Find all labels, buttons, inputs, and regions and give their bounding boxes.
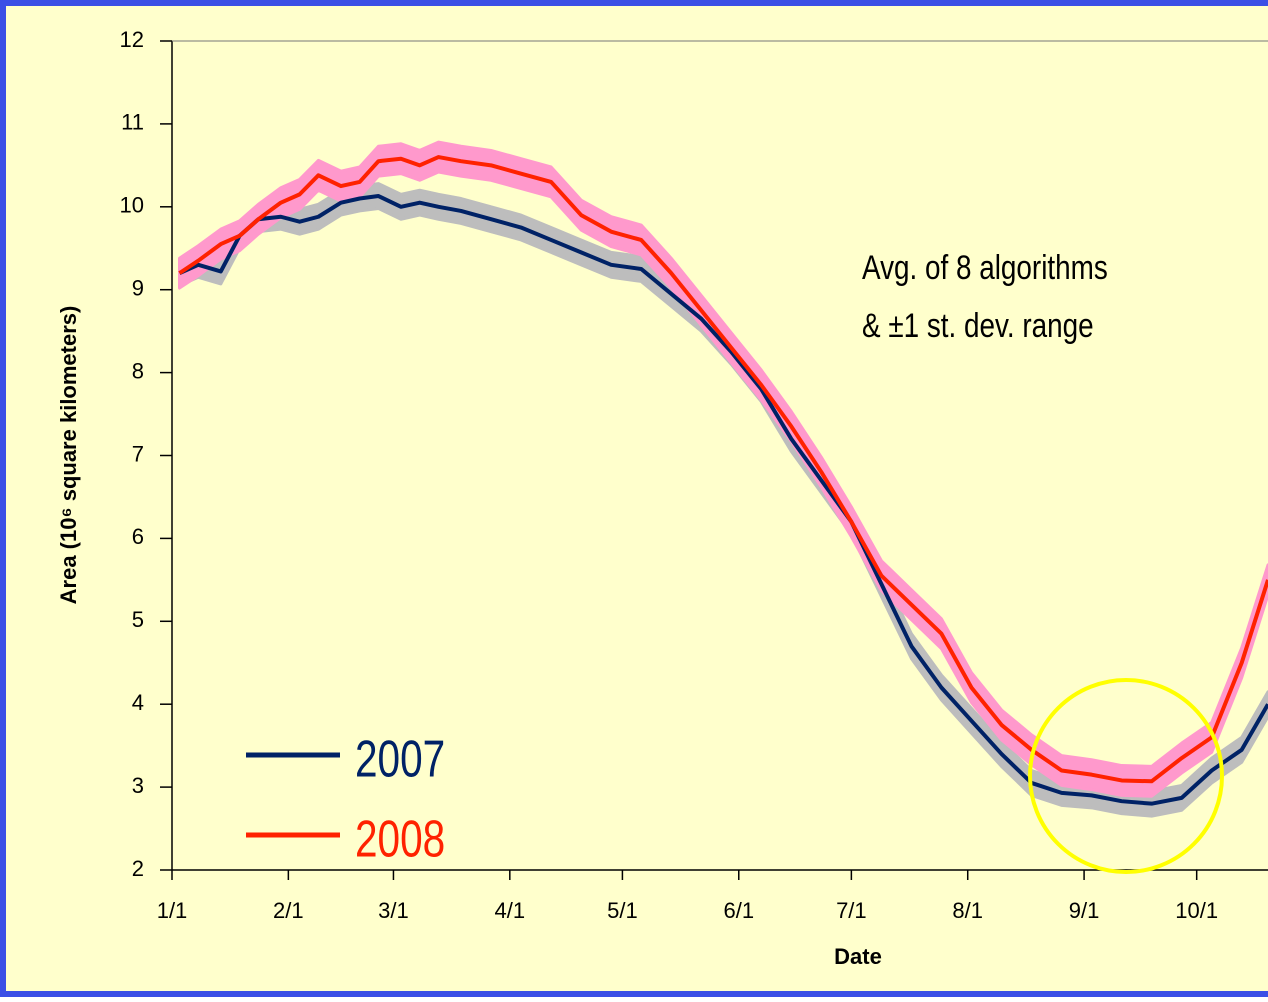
y-tick-label: 2 xyxy=(132,856,144,881)
x-tick-label: 9/1 xyxy=(1069,898,1100,923)
std-dev-band xyxy=(178,140,1268,798)
x-tick-label: 10/1 xyxy=(1175,898,1218,923)
x-tick-label: 5/1 xyxy=(607,898,638,923)
x-tick-label: 8/1 xyxy=(952,898,983,923)
y-tick-label: 7 xyxy=(132,441,144,466)
y-tick-label: 12 xyxy=(120,27,144,52)
y-tick-label: 6 xyxy=(132,524,144,549)
y-axis-label: Area (10⁶ square kilometers) xyxy=(56,306,81,605)
highlight-circle xyxy=(1028,678,1224,874)
x-tick-label: 3/1 xyxy=(378,898,409,923)
legend-label: 2008 xyxy=(355,810,445,868)
x-tick-label: 1/1 xyxy=(157,898,188,923)
x-tick-label: 6/1 xyxy=(723,898,754,923)
y-tick-label: 10 xyxy=(120,193,144,218)
y-tick-label: 8 xyxy=(132,358,144,383)
std-dev-band xyxy=(178,182,1268,818)
annotation: Avg. of 8 algorithms xyxy=(862,248,1108,286)
series-line xyxy=(178,194,1268,806)
x-tick-label: 4/1 xyxy=(495,898,526,923)
x-tick-label: 2/1 xyxy=(273,898,304,923)
legend-label: 2007 xyxy=(355,730,445,788)
background xyxy=(6,6,1268,991)
y-tick-label: 9 xyxy=(132,276,144,301)
series-line xyxy=(178,155,1268,784)
x-axis-label: Date xyxy=(834,944,882,969)
y-tick-label: 5 xyxy=(132,607,144,632)
y-tick-label: 11 xyxy=(121,110,144,135)
annotation: & ±1 st. dev. range xyxy=(862,306,1094,344)
x-tick-label: 7/1 xyxy=(836,898,867,923)
y-tick-label: 4 xyxy=(132,690,144,715)
y-tick-label: 3 xyxy=(132,773,144,798)
